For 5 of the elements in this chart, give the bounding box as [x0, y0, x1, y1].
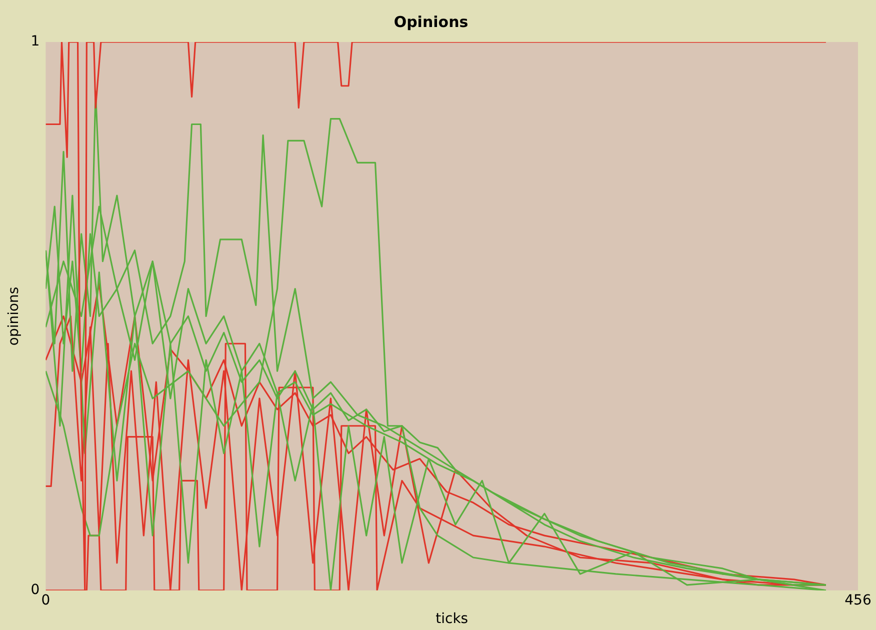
- chart-title: Opinions: [394, 12, 468, 31]
- x-axis-title: ticks: [436, 611, 468, 628]
- y-tick-label: 1: [30, 34, 40, 50]
- x-tick-label: 456: [844, 592, 872, 608]
- y-axis-title: opinions: [6, 286, 22, 346]
